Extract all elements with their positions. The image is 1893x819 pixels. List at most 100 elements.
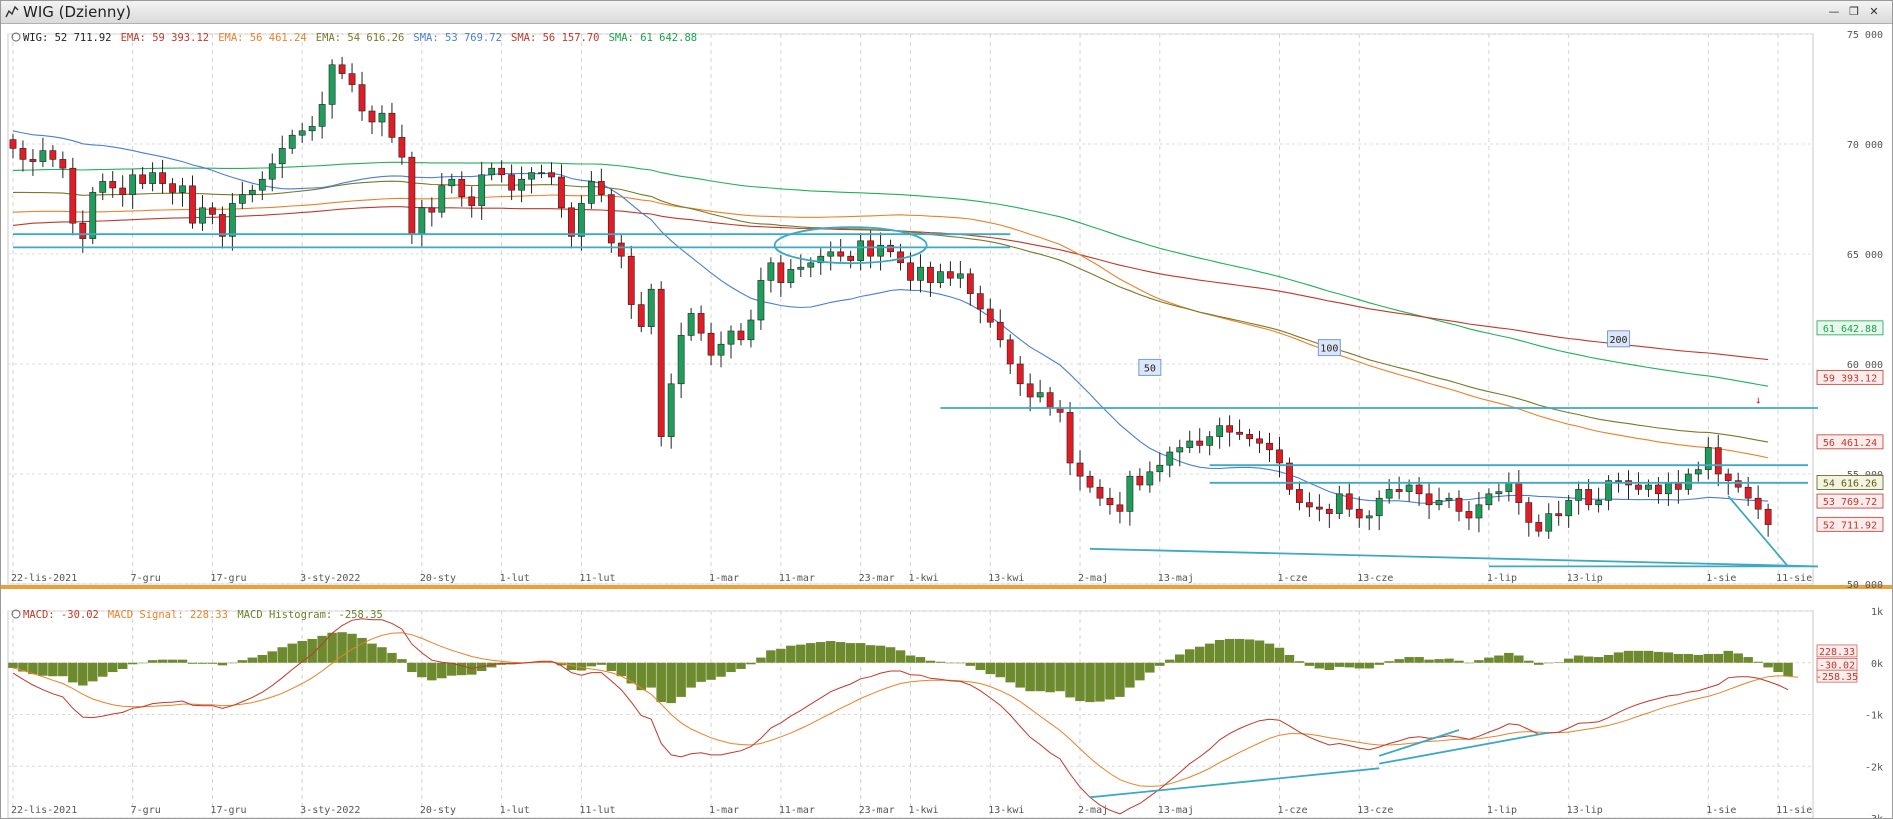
candle xyxy=(1764,508,1772,525)
price-legend-item: SMA: 61 642.88 xyxy=(609,32,698,44)
restore-button[interactable]: ❐ xyxy=(1849,5,1859,18)
macd-histogram-bar xyxy=(1563,658,1574,663)
macd-histogram-bar xyxy=(1105,662,1115,700)
candle xyxy=(209,207,216,215)
candle xyxy=(1325,508,1333,514)
price-tick-label: 65 000 xyxy=(1847,250,1883,261)
macd-x-tick-label: 1-cze xyxy=(1277,805,1307,816)
candle xyxy=(9,139,17,149)
signal-arrow-icon: ↓ xyxy=(1755,394,1762,407)
candle xyxy=(1435,500,1443,506)
candle xyxy=(777,262,785,283)
macd-histogram-bar xyxy=(117,662,128,669)
macd-histogram-bar xyxy=(955,662,966,664)
macd-histogram-bar xyxy=(596,662,607,665)
macd-histogram-bar xyxy=(1145,662,1155,673)
candle xyxy=(458,178,466,198)
macd-histogram-bar xyxy=(1603,654,1614,663)
macd-histogram-bar xyxy=(1364,662,1374,669)
window-title: WIG (Dzienny) xyxy=(23,3,132,21)
candle xyxy=(607,194,615,244)
candle xyxy=(1555,513,1563,517)
macd-histogram-bar xyxy=(357,637,367,663)
macd-histogram-bar xyxy=(28,662,38,675)
candle xyxy=(1465,511,1473,519)
macd-histogram-bar xyxy=(1055,662,1065,692)
candle xyxy=(627,255,635,305)
ma-annotation-box xyxy=(1317,339,1341,357)
chart-icon xyxy=(5,5,19,18)
price-value-label-box xyxy=(1816,369,1884,385)
macd-histogram-bar xyxy=(1743,657,1753,663)
candle xyxy=(1286,462,1293,490)
candle xyxy=(1525,502,1533,523)
macd-histogram-bar xyxy=(1374,662,1384,665)
candle xyxy=(278,148,286,165)
macd-histogram-bar xyxy=(995,662,1005,678)
macd-histogram-bar xyxy=(796,644,806,663)
macd-histogram-bar xyxy=(1334,662,1345,667)
macd-histogram-bar xyxy=(147,660,158,663)
minimize-button[interactable]: — xyxy=(1828,5,1840,18)
macd-histogram-bar xyxy=(985,662,996,675)
candle xyxy=(1395,489,1403,492)
macd-histogram-bar xyxy=(786,645,796,663)
macd-histogram-bar xyxy=(107,662,118,673)
macd-histogram-bar xyxy=(845,643,856,663)
candle xyxy=(1535,522,1543,532)
candle xyxy=(558,176,565,209)
candle xyxy=(1635,484,1642,490)
candle xyxy=(657,288,665,437)
macd-histogram-bar xyxy=(1593,657,1604,663)
close-button[interactable]: ✕ xyxy=(1869,5,1879,18)
macd-histogram-bar xyxy=(556,662,567,666)
price-legend-item: EMA: 56 461.24 xyxy=(218,32,307,44)
candle xyxy=(1425,493,1433,506)
candle xyxy=(1196,440,1204,446)
macd-histogram-bar xyxy=(1115,662,1125,697)
macd-histogram-bar xyxy=(1514,655,1524,663)
candle xyxy=(946,271,954,279)
macd-histogram-bar xyxy=(337,632,347,663)
candle xyxy=(1236,431,1243,435)
x-tick-label: 13-cze xyxy=(1357,573,1393,584)
candle xyxy=(1754,497,1762,510)
candle xyxy=(1575,489,1583,501)
candle xyxy=(69,167,77,224)
macd-histogram-bar xyxy=(387,652,397,663)
macd-x-tick-label: 13-cze xyxy=(1357,805,1393,816)
candle xyxy=(1216,425,1224,437)
macd-histogram-bar xyxy=(1573,655,1584,663)
sma-50-line xyxy=(12,130,1769,504)
sma-200-line xyxy=(12,161,1769,387)
macd-histogram-bar xyxy=(167,659,178,663)
x-tick-label: 13-kwi xyxy=(988,573,1024,584)
macd-histogram-bar xyxy=(1583,656,1594,663)
macd-histogram-bar xyxy=(137,662,148,664)
price-legend-item: EMA: 54 616.26 xyxy=(316,32,405,44)
x-tick-label: 3-sty-2022 xyxy=(300,573,360,584)
macd-histogram-bar xyxy=(1773,662,1783,673)
macd-histogram-bar xyxy=(1264,643,1275,663)
candle xyxy=(1734,480,1742,488)
candle xyxy=(1186,440,1194,448)
candle xyxy=(318,104,326,127)
candle xyxy=(258,178,266,191)
candle xyxy=(268,163,276,180)
macd-histogram-bar xyxy=(895,650,906,663)
ma-annotation-box xyxy=(1607,330,1631,348)
candle xyxy=(328,64,336,105)
macd-histogram-bar xyxy=(1673,653,1684,663)
macd-histogram-bar xyxy=(257,654,268,663)
macd-histogram-bar xyxy=(1763,662,1773,668)
candle xyxy=(767,262,775,281)
candle xyxy=(937,271,944,283)
candle xyxy=(857,240,865,261)
candle xyxy=(707,332,715,356)
x-tick-label: 1-cze xyxy=(1277,573,1307,584)
candle xyxy=(199,207,206,224)
macd-histogram-bar xyxy=(1693,654,1704,663)
macd-histogram-bar xyxy=(1204,643,1215,663)
candle xyxy=(139,174,147,184)
